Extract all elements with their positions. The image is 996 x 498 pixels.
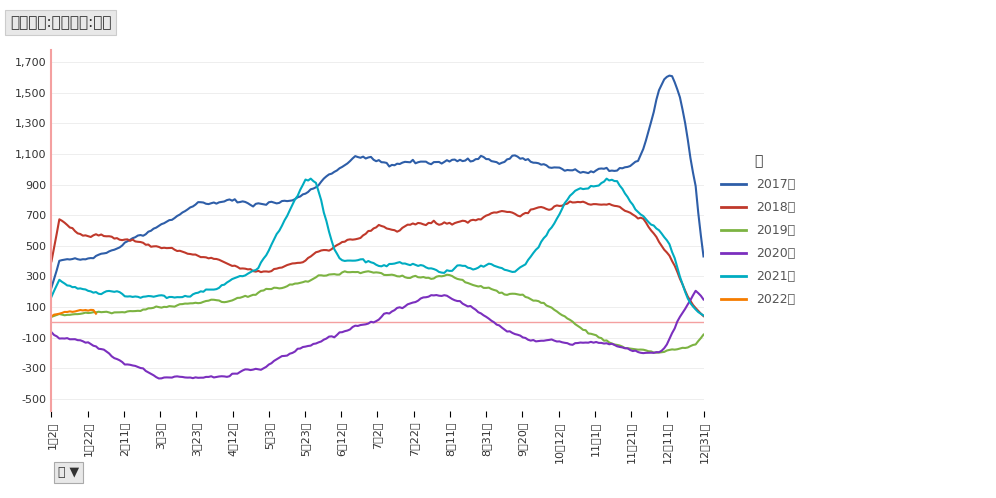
Text: 日 ▼: 日 ▼	[58, 466, 79, 479]
Legend: 2017年, 2018年, 2019年, 2020年, 2021年, 2022年: 2017年, 2018年, 2019年, 2020年, 2021年, 2022年	[716, 149, 801, 311]
Text: 平均值项:平电利润:上海: 平均值项:平电利润:上海	[10, 15, 112, 30]
